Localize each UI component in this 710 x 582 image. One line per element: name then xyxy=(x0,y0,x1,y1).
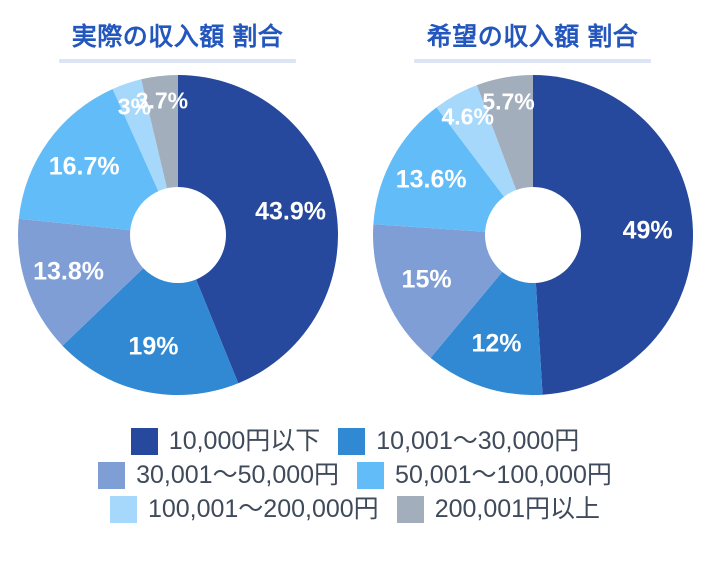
legend-item[interactable]: 30,001〜50,000円 xyxy=(98,462,339,489)
page-title-desired: 希望の収入額 割合 xyxy=(426,23,639,51)
donut-slice[interactable] xyxy=(61,234,238,395)
charts-row: 実際の収入額 割合 43.9% 19% 13.8% 16.7% 3% 3.7% 希望の収入… xyxy=(0,0,710,420)
donut-slice[interactable] xyxy=(177,74,338,383)
title-underline-actual xyxy=(59,58,296,63)
donut-svg-desired xyxy=(372,74,693,395)
page-title-actual: 実際の収入額 割合 xyxy=(71,23,284,51)
legend-item-label: 10,001〜30,000円 xyxy=(376,427,580,455)
donut-chart-desired: 49% 12% 15% 13.6% 4.6% 5.7% xyxy=(372,74,693,395)
donut-slice[interactable] xyxy=(18,88,178,235)
legend-swatch-icon xyxy=(338,428,366,455)
legend-item[interactable]: 10,000円以下 xyxy=(130,427,321,455)
legend-item-label: 100,001〜200,000円 xyxy=(147,495,379,523)
donut-slice[interactable] xyxy=(372,106,533,235)
legend-item-label: 200,001円以上 xyxy=(434,495,601,523)
legend-swatch-icon xyxy=(357,462,385,489)
legend-item-label: 30,001〜50,000円 xyxy=(136,461,340,489)
legend-row: 10,000円以下 10,001〜30,000円 xyxy=(122,428,588,455)
legend-swatch-icon xyxy=(109,496,137,523)
legend-item-label: 50,001〜100,000円 xyxy=(395,461,612,489)
donut-hole-actual xyxy=(129,186,226,283)
legend-row: 100,001〜200,000円 200,001円以上 xyxy=(101,496,609,523)
legend: 10,000円以下 10,001〜30,000円 30,001〜50,000円 … xyxy=(0,420,710,523)
donut-slice[interactable] xyxy=(532,74,693,395)
legend-item-label: 10,000円以下 xyxy=(168,427,321,455)
legend-item[interactable]: 50,001〜100,000円 xyxy=(357,462,612,489)
legend-swatch-icon xyxy=(396,496,424,523)
legend-item[interactable]: 100,001〜200,000円 xyxy=(109,495,379,523)
legend-item[interactable]: 10,001〜30,000円 xyxy=(338,428,579,455)
donut-slices-actual xyxy=(17,74,338,395)
legend-swatch-icon xyxy=(130,428,158,455)
donut-hole-desired xyxy=(484,186,581,283)
chart-panel-desired: 希望の収入額 割合 49% 12% 15% 13.6% 4.6% 5.7% xyxy=(355,0,710,420)
legend-swatch-icon xyxy=(98,462,126,489)
chart-panel-actual: 実際の収入額 割合 43.9% 19% 13.8% 16.7% 3% 3.7% xyxy=(0,0,355,420)
donut-svg-actual xyxy=(17,74,338,395)
legend-item[interactable]: 200,001円以上 xyxy=(396,495,601,523)
legend-row: 30,001〜50,000円 50,001〜100,000円 xyxy=(89,462,621,489)
title-underline-desired xyxy=(414,58,651,63)
donut-chart-actual: 43.9% 19% 13.8% 16.7% 3% 3.7% xyxy=(17,74,338,395)
donut-slices-desired xyxy=(372,74,693,395)
